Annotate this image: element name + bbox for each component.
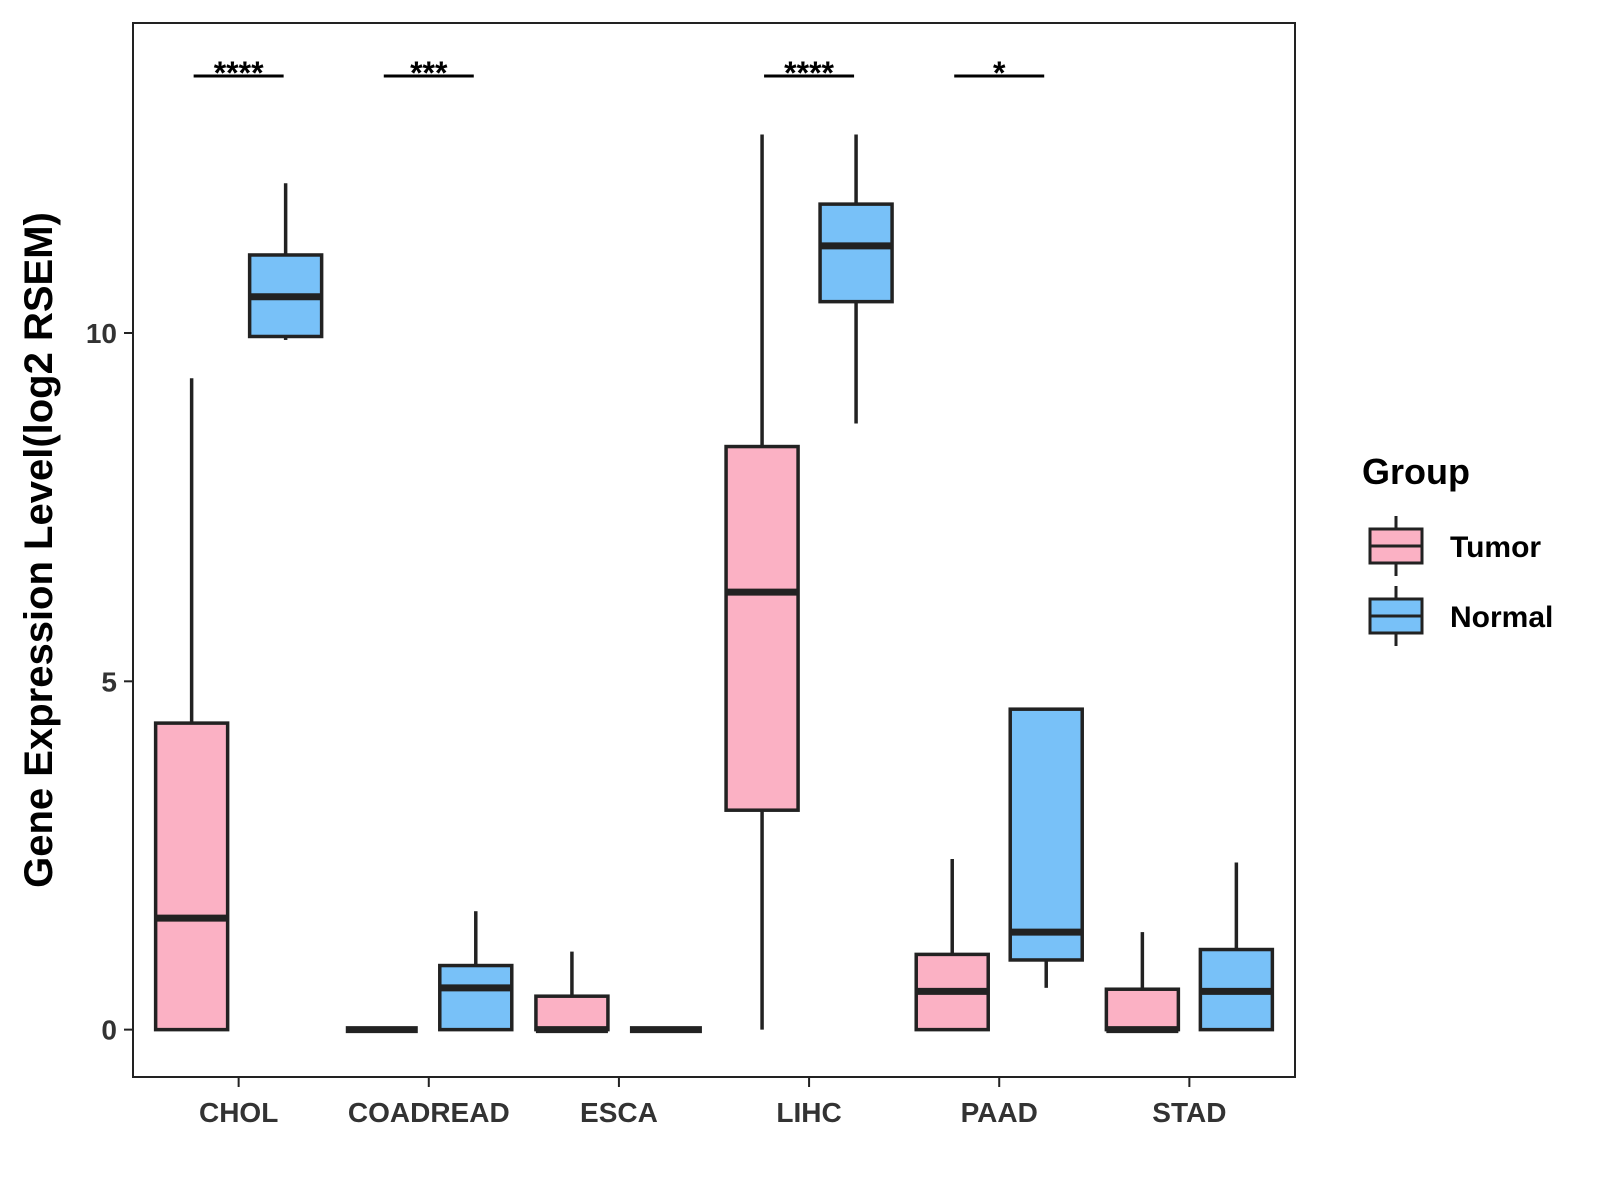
box-iqr (1008, 707, 1084, 962)
significance-annotations: **** *** **** * (193, 55, 1045, 91)
significance-label: *** (410, 55, 448, 91)
box-normal-lihc (818, 134, 894, 424)
significance-label: **** (214, 55, 264, 91)
x-tick-label: LIHC (776, 1097, 841, 1128)
x-tick-label: CHOL (199, 1097, 278, 1128)
significance-coadread: *** (383, 55, 474, 91)
y-axis: 0 5 10 (86, 318, 133, 1046)
box-tumor-lihc (724, 134, 800, 1030)
y-tick-label: 10 (86, 318, 117, 349)
significance-label: * (993, 55, 1006, 91)
y-tick-label: 0 (101, 1015, 117, 1046)
x-tick-label: PAAD (961, 1097, 1038, 1128)
box-normal-paad (1008, 707, 1084, 988)
box-iqr (724, 444, 800, 812)
legend-title: Group (1362, 451, 1470, 492)
x-tick-label: ESCA (580, 1097, 658, 1128)
x-tick-label: COADREAD (348, 1097, 510, 1128)
y-tick-label: 5 (101, 666, 117, 697)
significance-lihc: **** (764, 55, 855, 91)
legend-item-tumor: Tumor (1368, 516, 1541, 576)
boxes (153, 134, 1275, 1034)
box-iqr (1104, 987, 1181, 1032)
box-iqr (438, 963, 514, 1032)
box-tumor-stad (1104, 932, 1181, 1034)
box-tumor-paad (914, 858, 990, 1032)
legend-item-normal: Normal (1368, 586, 1553, 646)
box-tumor-chol (153, 378, 230, 1032)
box-normal-chol (247, 183, 324, 340)
box-iqr (534, 994, 610, 1032)
significance-chol: **** (193, 55, 284, 91)
box-tumor-esca (534, 951, 610, 1034)
x-axis: CHOL COADREAD ESCA LIHC PAAD STAD (199, 1077, 1226, 1128)
significance-label: **** (784, 55, 834, 91)
panel-border (132, 22, 1296, 1078)
legend: Group Tumor Normal (1362, 451, 1553, 646)
legend-label: Tumor (1450, 531, 1541, 564)
significance-paad: * (954, 55, 1045, 91)
box-iqr (818, 202, 894, 304)
box-iqr (153, 721, 230, 1032)
x-tick-label: STAD (1152, 1097, 1226, 1128)
box-normal-stad (1198, 862, 1275, 1032)
box-normal-coadread (438, 911, 514, 1032)
legend-label: Normal (1450, 601, 1553, 634)
y-axis-title: Gene Expression Level(log2 RSEM) (17, 212, 61, 888)
